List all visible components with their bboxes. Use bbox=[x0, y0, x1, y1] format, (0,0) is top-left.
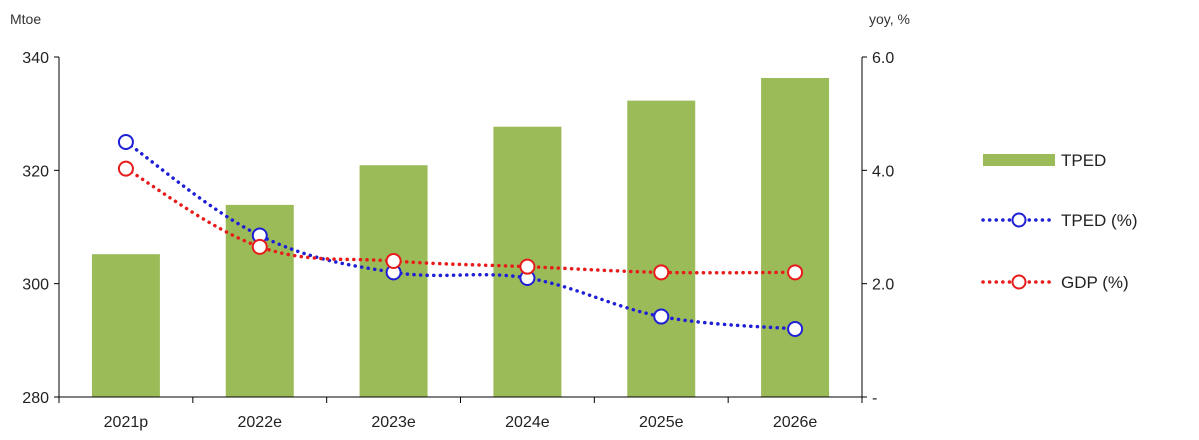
point-gdp-2026e bbox=[787, 264, 804, 281]
legend: TPED TPED (%) GDP (%) bbox=[981, 151, 1138, 292]
left-tick-label: 300 bbox=[22, 277, 49, 294]
bar-2026e bbox=[761, 77, 830, 397]
point-gdp-2023e bbox=[385, 253, 402, 269]
right-tick-label: 2.0 bbox=[872, 277, 894, 294]
point-gdp-2021p bbox=[117, 160, 134, 177]
x-tick-label: 2025e bbox=[639, 414, 684, 431]
bar-2025e bbox=[627, 100, 696, 397]
x-tick-label: 2024e bbox=[505, 414, 550, 431]
line-tped bbox=[124, 140, 797, 331]
left-tick-label: 340 bbox=[22, 50, 49, 67]
tick-labels-group: 280 300 320 340 - 2.0 4.0 6.0 2021p 2022e 2023e 202… bbox=[22, 50, 894, 431]
legend-swatch-marker bbox=[1011, 274, 1027, 290]
left-axis-unit-label: Mtoe bbox=[10, 11, 41, 27]
x-tick-label: 2026e bbox=[773, 414, 818, 431]
right-tick-label: - bbox=[872, 390, 877, 407]
point-gdp-2024e bbox=[519, 258, 536, 275]
x-tick-label: 2022e bbox=[238, 414, 283, 431]
point-gdp-2025e bbox=[653, 264, 670, 281]
legend-label: GDP (%) bbox=[1061, 273, 1129, 292]
legend-swatch-marker bbox=[1011, 212, 1027, 228]
axes-group bbox=[54, 56, 867, 403]
point-tped-2021p bbox=[117, 134, 134, 150]
line-gdp bbox=[124, 166, 797, 275]
x-tick-label: 2021p bbox=[104, 414, 149, 431]
left-tick-label: 280 bbox=[22, 390, 49, 407]
legend-label: TPED bbox=[1061, 151, 1106, 170]
point-gdp-2022e bbox=[251, 238, 268, 255]
right-tick-label: 6.0 bbox=[872, 50, 894, 67]
left-tick-label: 320 bbox=[22, 163, 49, 180]
bar-2021p bbox=[91, 254, 160, 397]
x-tick-label: 2023e bbox=[371, 414, 416, 431]
legend-label: TPED (%) bbox=[1061, 211, 1138, 230]
point-tped-2025e bbox=[653, 308, 670, 325]
right-tick-label: 4.0 bbox=[872, 163, 894, 180]
legend-swatch-tped bbox=[983, 154, 1055, 166]
bar-series-tped bbox=[91, 77, 830, 397]
bar-2023e bbox=[359, 165, 428, 397]
line-series-group bbox=[117, 134, 804, 337]
right-axis-unit-label: yoy, % bbox=[869, 11, 910, 27]
point-tped-2026e bbox=[787, 321, 804, 337]
